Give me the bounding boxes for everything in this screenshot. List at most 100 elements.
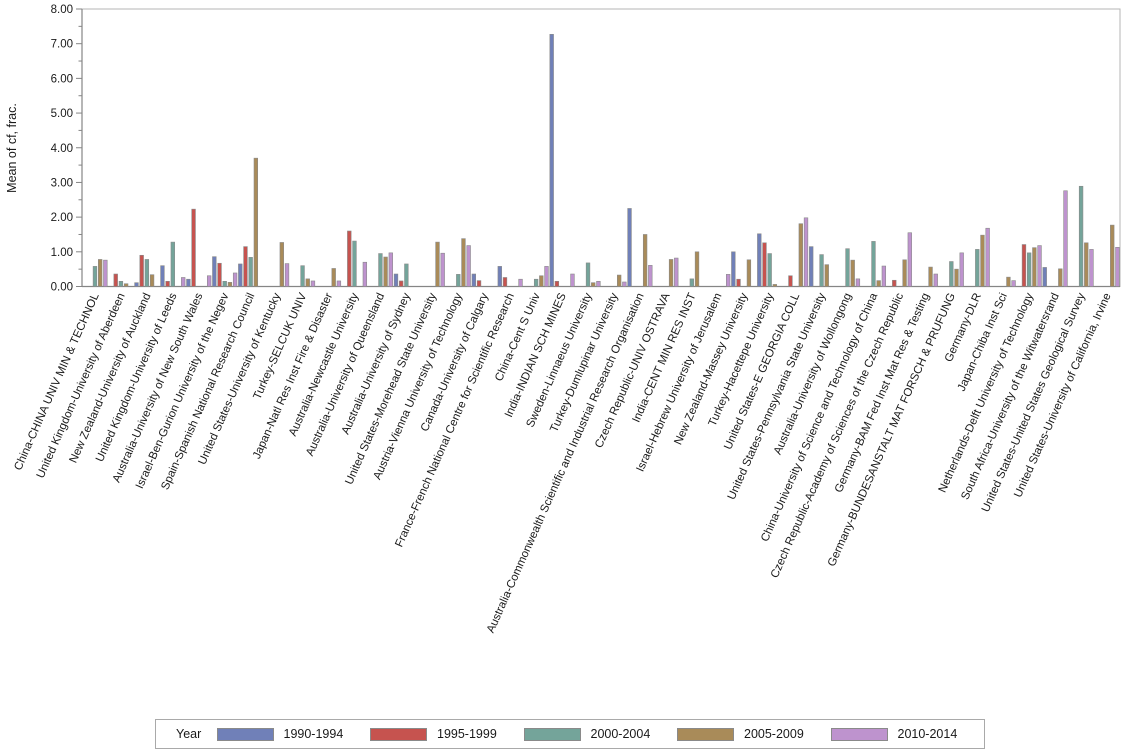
bar-2005-2009: [980, 234, 985, 287]
bar-2010-2014: [726, 274, 731, 287]
bar-2000-2004: [767, 253, 772, 287]
bar-1990-1994: [757, 233, 762, 287]
bar-2000-2004: [456, 274, 461, 287]
bar-2005-2009: [279, 242, 284, 287]
legend-title: Year: [176, 727, 202, 741]
bar-1990-1994: [186, 278, 191, 287]
y-tick-label: 7.00: [51, 39, 73, 51]
bar-2010-2014: [181, 277, 186, 287]
bar-2000-2004: [845, 248, 850, 287]
bar-2010-2014: [544, 266, 549, 287]
bar-2005-2009: [642, 234, 648, 287]
bar-2000-2004: [1027, 252, 1032, 287]
bar-1990-1994: [393, 273, 399, 287]
bar-1990-1994: [497, 266, 502, 287]
bar-2000-2004: [300, 265, 305, 287]
bar-2010-2014: [336, 280, 342, 287]
bar-1990-1994: [731, 251, 736, 287]
bar-1990-1994: [212, 256, 217, 287]
bar-2005-2009: [668, 259, 674, 287]
bar-2010-2014: [933, 273, 938, 287]
bar-1995-1999: [243, 246, 248, 287]
y-tick-label: 5.00: [51, 108, 73, 120]
bar-2005-2009: [591, 282, 596, 287]
bar-2010-2014: [959, 252, 964, 287]
bar-2010-2014: [596, 280, 601, 287]
legend-item: 2005-2009: [677, 727, 831, 741]
bar-2010-2014: [466, 245, 471, 287]
bar-2005-2009: [850, 259, 855, 287]
bar-2010-2014: [1011, 280, 1016, 287]
legend-item: 2000-2004: [523, 727, 678, 741]
bar-2005-2009: [1006, 276, 1011, 287]
bar-2005-2009: [539, 275, 544, 287]
bar-2010-2014: [518, 278, 523, 287]
bar-2000-2004: [871, 241, 876, 287]
bar-2005-2009: [149, 274, 155, 287]
bars: [92, 34, 1120, 287]
bar-1990-1994: [627, 208, 632, 287]
y-tick-label: 3.00: [51, 177, 73, 189]
bar-1995-1999: [165, 280, 170, 287]
bar-2010-2014: [1037, 245, 1042, 287]
bar-2010-2014: [284, 263, 290, 287]
bar-2010-2014: [232, 272, 238, 287]
y-tick-label: 8.00: [51, 4, 73, 16]
bar-1995-1999: [191, 208, 196, 287]
bar-2000-2004: [689, 278, 694, 287]
bar-2000-2004: [248, 257, 253, 287]
bar-2005-2009: [435, 241, 440, 287]
bar-1995-1999: [788, 275, 793, 287]
bar-2000-2004: [378, 253, 383, 287]
bar-2000-2004: [819, 254, 824, 287]
legend-item: 1995-1999: [370, 727, 524, 741]
bar-2005-2009: [746, 259, 752, 287]
bar-1995-1999: [892, 279, 897, 287]
bar-2005-2009: [1084, 242, 1089, 287]
bar-2000-2004: [222, 280, 227, 287]
bar-2005-2009: [876, 280, 881, 287]
legend-swatch-2010-2014: [830, 727, 888, 741]
bar-2010-2014: [881, 265, 887, 287]
bar-2005-2009: [617, 274, 622, 287]
bar-2010-2014: [1063, 190, 1068, 287]
bar-2010-2014: [310, 280, 316, 287]
bar-1990-1994: [238, 263, 243, 287]
bar-1990-1994: [1042, 267, 1047, 287]
bar-2000-2004: [92, 266, 98, 287]
bar-2000-2004: [118, 280, 124, 287]
bar-2005-2009: [1110, 224, 1115, 287]
legend-label: 2010-2014: [897, 727, 958, 741]
bar-2000-2004: [144, 259, 150, 287]
bar-2005-2009: [305, 278, 310, 287]
bar-2005-2009: [461, 238, 466, 287]
legend-item: 2010-2014: [830, 727, 985, 741]
bar-2005-2009: [253, 157, 259, 287]
bar-1995-1999: [736, 278, 741, 287]
y-axis-ticks: 0.00 1.00 2.00 3.00 4.00 5.00 6.00 7.00 8.00: [51, 4, 82, 294]
y-tick-label: 1.00: [51, 247, 73, 259]
bar-1990-1994: [160, 265, 165, 287]
legend-label: 1995-1999: [437, 727, 497, 741]
bar-2010-2014: [1115, 247, 1120, 287]
bar-2010-2014: [1089, 249, 1094, 287]
legend-swatch-1990-1994: [216, 727, 274, 741]
legend-label: 2005-2009: [744, 727, 804, 741]
bar-2000-2004: [949, 261, 954, 287]
bar-1995-1999: [476, 280, 482, 287]
legend-item: 1990-1994: [216, 727, 371, 741]
legend-swatch-2005-2009: [677, 727, 734, 741]
legend-label: 2000-2004: [590, 727, 651, 741]
bar-2000-2004: [170, 241, 175, 287]
bar-2010-2014: [388, 252, 393, 287]
bar-2010-2014: [103, 259, 108, 287]
bar-1995-1999: [399, 280, 404, 287]
bar-2010-2014: [907, 232, 912, 287]
bar-2005-2009: [694, 251, 700, 287]
bar-2010-2014: [207, 275, 212, 287]
bar-2000-2004: [533, 278, 539, 287]
bar-2005-2009: [954, 268, 959, 287]
bar-1995-1999: [113, 273, 118, 287]
bar-2010-2014: [622, 281, 627, 287]
